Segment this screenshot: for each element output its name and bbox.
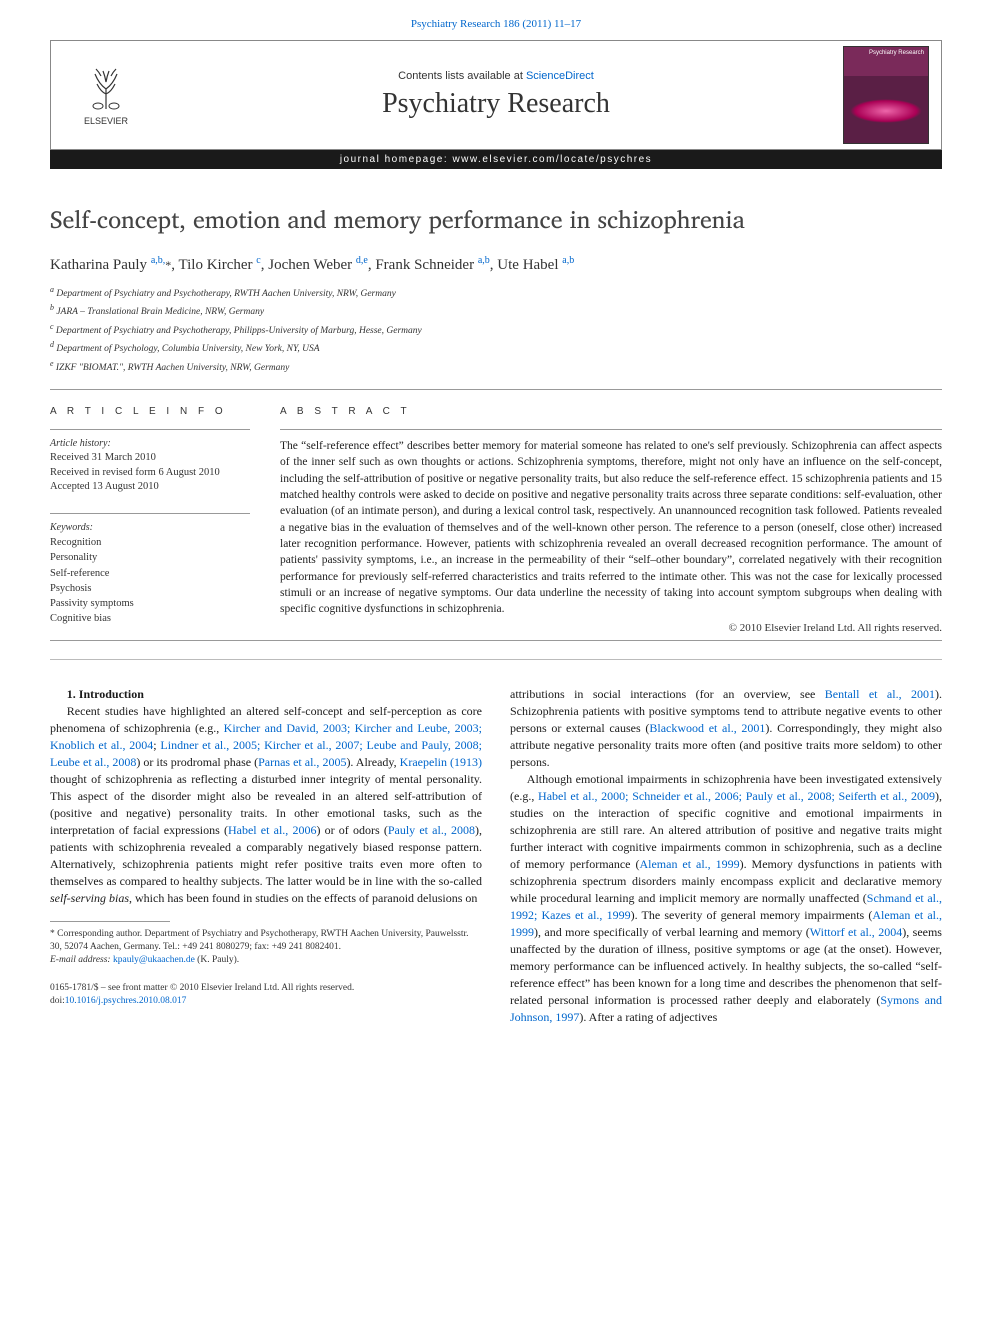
journal-citation: Psychiatry Research 186 (2011) 11–17 <box>0 0 992 40</box>
homepage-url[interactable]: www.elsevier.com/locate/psychres <box>452 154 652 165</box>
keyword: Cognitive bias <box>50 611 250 626</box>
author-list: Katharina Pauly a,b,*, Tilo Kircher c, J… <box>50 255 942 274</box>
history-lines: Received 31 March 2010Received in revise… <box>50 451 250 495</box>
banner-center: Contents lists available at ScienceDirec… <box>161 41 831 149</box>
email-tail: (K. Pauly). <box>195 955 239 965</box>
body-para-2: Although emotional impairments in schizo… <box>510 771 942 1026</box>
body-two-column: 1. Introduction Recent studies have high… <box>50 686 942 1027</box>
ref-link[interactable]: Aleman et al., 1999 <box>639 857 739 871</box>
abstract-rule <box>280 429 942 430</box>
homepage-prefix: journal homepage: <box>340 154 453 165</box>
body-para-1-cont: attributions in social interactions (for… <box>510 686 942 771</box>
ref-link[interactable]: Kraepelin (1913) <box>400 755 482 769</box>
affiliation-line: d Department of Psychology, Columbia Uni… <box>50 339 942 356</box>
abstract-head: A B S T R A C T <box>280 406 942 417</box>
cover-label: Psychiatry Research <box>848 50 924 56</box>
affiliation-line: c Department of Psychiatry and Psychothe… <box>50 321 942 338</box>
article-info-head: A R T I C L E I N F O <box>50 406 250 417</box>
history-line: Accepted 13 August 2010 <box>50 480 250 495</box>
elsevier-tree-icon <box>81 64 131 114</box>
rule-below-abstract <box>50 640 942 641</box>
abstract-text: The “self-reference effect” describes be… <box>280 438 942 618</box>
corresponding-author-note: * Corresponding author. Department of Ps… <box>50 928 482 954</box>
section-heading: 1. Introduction <box>50 686 482 703</box>
journal-cover-thumb: Psychiatry Research <box>843 46 929 144</box>
affiliations: a Department of Psychiatry and Psychothe… <box>50 284 942 375</box>
abstract-copyright: © 2010 Elsevier Ireland Ltd. All rights … <box>280 622 942 634</box>
journal-banner: ELSEVIER Contents lists available at Sci… <box>50 40 942 150</box>
email-label: E-mail address: <box>50 955 113 965</box>
doi-link[interactable]: 10.1016/j.psychres.2010.08.017 <box>65 996 187 1006</box>
history-line: Received in revised form 6 August 2010 <box>50 466 250 481</box>
info-rule <box>50 429 250 430</box>
rule-above-info <box>50 389 942 390</box>
article-info-col: A R T I C L E I N F O Article history: R… <box>50 406 250 634</box>
email-line: E-mail address: kpauly@ukaachen.de (K. P… <box>50 954 482 967</box>
keyword: Passivity symptoms <box>50 596 250 611</box>
ref-link[interactable]: Wittorf et al., 2004 <box>810 925 902 939</box>
body-para-1: Recent studies have highlighted an alter… <box>50 703 482 907</box>
elsevier-logo: ELSEVIER <box>66 55 146 135</box>
keyword: Personality <box>50 550 250 565</box>
abstract-col: A B S T R A C T The “self-reference effe… <box>280 406 942 634</box>
emphasis: self-serving bias <box>50 891 129 905</box>
contents-line: Contents lists available at ScienceDirec… <box>398 70 594 82</box>
history-label: Article history: <box>50 438 250 449</box>
ref-link[interactable]: Blackwood et al., 2001 <box>649 721 765 735</box>
footnote-rule <box>50 921 170 922</box>
journal-name: Psychiatry Research <box>382 88 610 120</box>
issn-line: 0165-1781/$ – see front matter © 2010 El… <box>50 982 482 995</box>
rule-above-body <box>50 659 942 660</box>
affiliation-line: e IZKF "BIOMAT.", RWTH Aachen University… <box>50 358 942 375</box>
keywords-list: RecognitionPersonalitySelf-referencePsyc… <box>50 535 250 626</box>
history-line: Received 31 March 2010 <box>50 451 250 466</box>
banner-container: ELSEVIER Contents lists available at Sci… <box>0 40 992 169</box>
cover-cell: Psychiatry Research <box>831 41 941 149</box>
ref-link[interactable]: Habel et al., 2006 <box>228 823 317 837</box>
ref-link[interactable]: Parnas et al., 2005 <box>258 755 346 769</box>
column-footer: * Corresponding author. Department of Ps… <box>50 921 482 1008</box>
email-link[interactable]: kpauly@ukaachen.de <box>113 955 195 965</box>
sciencedirect-link[interactable]: ScienceDirect <box>526 70 594 82</box>
article-content: Self-concept, emotion and memory perform… <box>0 169 992 1066</box>
info-abstract-row: A R T I C L E I N F O Article history: R… <box>50 400 942 634</box>
keyword: Self-reference <box>50 566 250 581</box>
homepage-bar: journal homepage: www.elsevier.com/locat… <box>50 150 942 169</box>
keywords-label: Keywords: <box>50 522 250 533</box>
keyword: Psychosis <box>50 581 250 596</box>
ref-link[interactable]: Habel et al., 2000; Schneider et al., 20… <box>538 789 935 803</box>
article-title: Self-concept, emotion and memory perform… <box>50 199 942 239</box>
doi-line: doi:10.1016/j.psychres.2010.08.017 <box>50 995 482 1008</box>
elsevier-label: ELSEVIER <box>84 116 128 126</box>
citation-link[interactable]: Psychiatry Research 186 (2011) 11–17 <box>411 18 581 30</box>
affiliation-line: b JARA – Translational Brain Medicine, N… <box>50 302 942 319</box>
affiliation-line: a Department of Psychiatry and Psychothe… <box>50 284 942 301</box>
info-rule-2 <box>50 513 250 514</box>
ref-link[interactable]: Bentall et al., 2001 <box>825 687 935 701</box>
ref-link[interactable]: Pauly et al., 2008 <box>388 823 475 837</box>
contents-prefix: Contents lists available at <box>398 70 526 82</box>
keyword: Recognition <box>50 535 250 550</box>
publisher-logo-cell: ELSEVIER <box>51 41 161 149</box>
